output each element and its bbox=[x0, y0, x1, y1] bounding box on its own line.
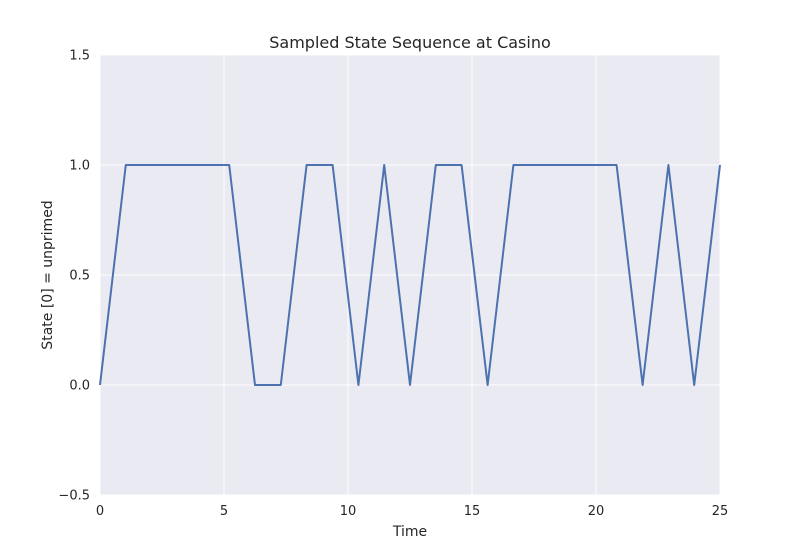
x-tick-label: 25 bbox=[712, 504, 729, 519]
y-tick-label: −0.5 bbox=[58, 489, 90, 504]
y-tick-label: 0.0 bbox=[69, 379, 90, 394]
x-tick-label: 10 bbox=[340, 504, 357, 519]
x-tick-label: 0 bbox=[96, 504, 104, 519]
state-series-line bbox=[99, 164, 721, 386]
tick-layer: 0 5 10 15 20 25 −0.5 0.0 0.5 1.0 1.5 bbox=[58, 49, 728, 520]
chart-title: Sampled State Sequence at Casino bbox=[269, 33, 551, 52]
y-tick-label: 0.5 bbox=[69, 269, 90, 284]
series-layer bbox=[99, 164, 721, 386]
y-axis-label: State [0] = unprimed bbox=[40, 200, 56, 349]
y-tick-label: 1.5 bbox=[69, 49, 90, 64]
x-tick-label: 5 bbox=[220, 504, 228, 519]
x-tick-label: 15 bbox=[464, 504, 481, 519]
x-tick-label: 20 bbox=[588, 504, 605, 519]
x-axis-label: Time bbox=[392, 524, 427, 540]
y-tick-label: 1.0 bbox=[69, 159, 90, 174]
